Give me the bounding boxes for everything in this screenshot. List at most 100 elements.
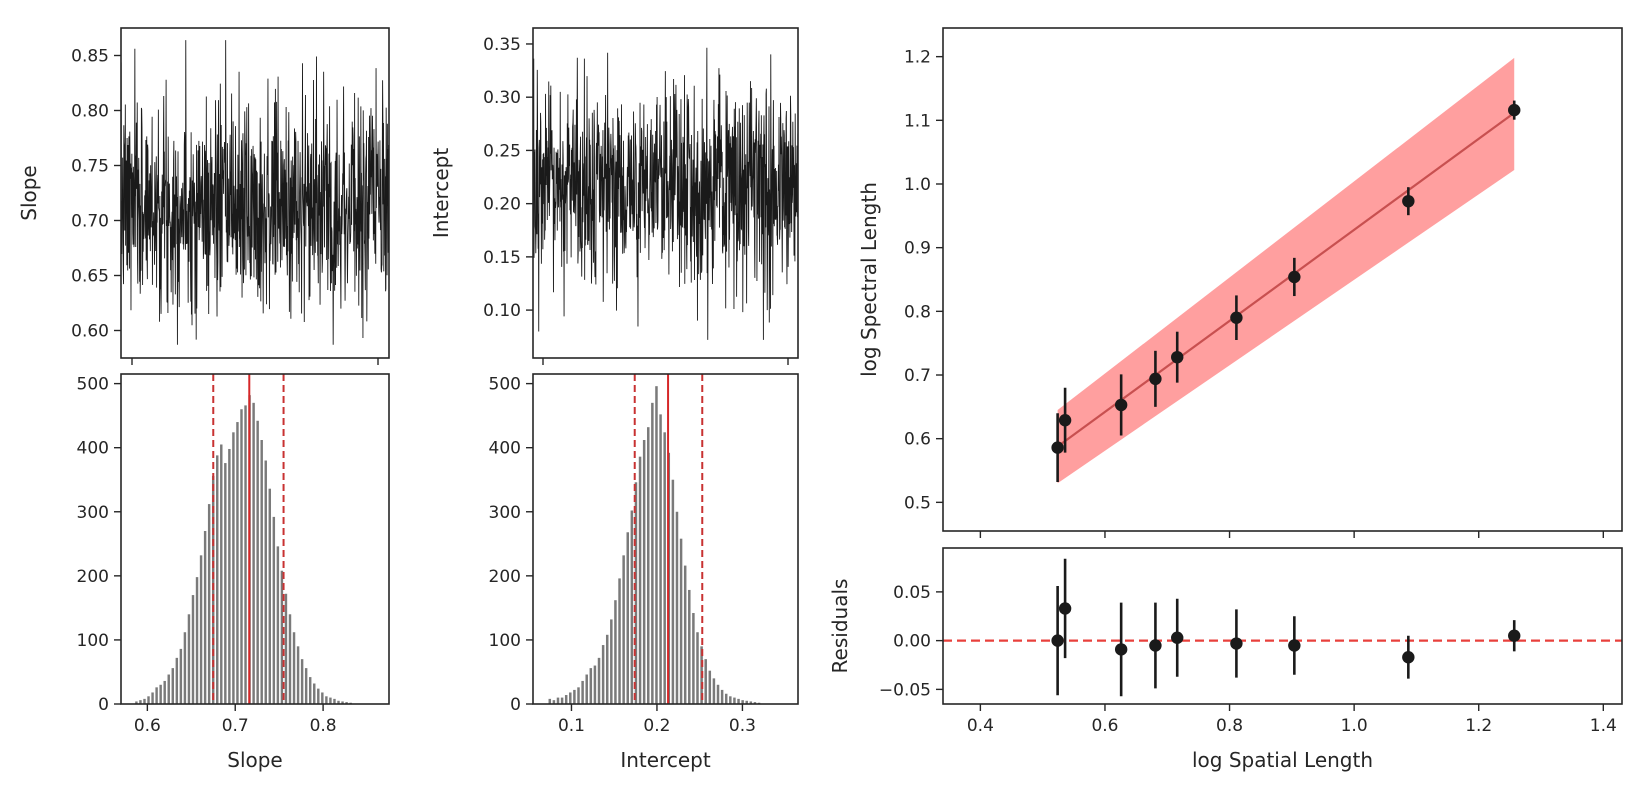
- intercept-hist-ytick-label: 0: [510, 695, 521, 715]
- intercept-trace-ytick-label: 0.35: [483, 35, 521, 55]
- slope-hist-bar: [260, 440, 263, 704]
- fit-panel-ytick-label: 1.1: [904, 111, 931, 131]
- residual-panel-point: [1058, 602, 1072, 615]
- intercept-hist-bar: [569, 692, 572, 704]
- intercept-hist-bar: [630, 510, 634, 704]
- intercept-hist-ytick-label: 100: [489, 631, 521, 651]
- fit-panel-point: [1051, 441, 1064, 454]
- residual-panel-ytick-label: −0.05: [879, 680, 931, 700]
- slope-hist-bar: [187, 614, 191, 704]
- residual-panel-point: [1051, 634, 1064, 647]
- slope-hist-bar: [321, 692, 324, 704]
- intercept-hist-bar: [548, 698, 552, 704]
- intercept-hist-bar: [745, 700, 748, 704]
- slope-hist-bar: [179, 648, 183, 704]
- intercept-hist-bar: [601, 645, 605, 704]
- slope-trace-ytick-label: 0.85: [71, 47, 109, 67]
- fit-panel-point: [1058, 414, 1072, 427]
- intercept-hist-bar: [605, 634, 609, 704]
- slope-hist-xtick-label: 0.8: [310, 716, 337, 736]
- intercept-hist-bar: [593, 665, 597, 704]
- intercept-hist-bar: [659, 414, 662, 704]
- intercept-hist-bar: [614, 600, 617, 704]
- fit-panel: 0.5 0.6 0.7 0.8 0.9 1.0 1.1 1.2 log Spectral Len…: [857, 27, 1623, 538]
- fit-panel-point: [1149, 372, 1162, 386]
- residual-panel-point: [1114, 643, 1128, 656]
- slope-hist-bar: [252, 402, 255, 704]
- intercept-trace-series-line: [533, 47, 798, 340]
- fit-panel-ylabel: log Spectral Length: [857, 182, 881, 377]
- intercept-hist-bar: [638, 456, 642, 704]
- fit-panel-point: [1288, 270, 1301, 284]
- intercept-hist-bar: [708, 670, 712, 704]
- slope-hist-bar: [220, 444, 223, 704]
- slope-hist-bar: [317, 688, 320, 704]
- intercept-hist-bar: [716, 684, 720, 704]
- intercept-hist-plot-area: [548, 374, 761, 704]
- intercept-hist-bar: [585, 674, 588, 704]
- slope-hist-xtick-label: 0.6: [134, 716, 161, 736]
- slope-hist-bar: [325, 696, 328, 704]
- fit-panel-ytick-label: 0.8: [904, 302, 931, 322]
- slope-hist-bar: [272, 516, 276, 704]
- slope-hist-bar: [167, 674, 170, 704]
- intercept-trace-ytick-label: 0.10: [483, 301, 521, 321]
- slope-hist-ytick-label: 400: [77, 439, 109, 459]
- residual-panel-point: [1288, 639, 1301, 652]
- residual-panel-xtick-label: 0.8: [1216, 716, 1243, 736]
- slope-hist-bar: [345, 702, 348, 704]
- slope-hist-bar: [333, 698, 336, 704]
- intercept-hist-bar: [597, 657, 601, 704]
- residual-panel: −0.05 0.00 0.05 0.4 0.6 0.8 1.0 1.2 1.4 Residuals…: [828, 547, 1623, 772]
- slope-hist-ytick-label: 200: [77, 567, 109, 587]
- slope-trace-ytick-label: 0.70: [71, 212, 109, 232]
- slope-hist-bar: [224, 463, 227, 704]
- residual-panel-xlabel: log Spatial Length: [1192, 748, 1373, 772]
- intercept-hist-bar: [712, 678, 716, 704]
- slope-trace-ytick-label: 0.60: [71, 322, 109, 342]
- intercept-hist-bar: [626, 532, 629, 704]
- intercept-hist-bar: [753, 702, 757, 704]
- residual-panel-point: [1402, 651, 1415, 664]
- residual-panel-ytick-label: 0.05: [893, 583, 931, 603]
- slope-hist-bar: [216, 455, 219, 704]
- slope-hist-bar: [240, 409, 243, 704]
- slope-trace-ytick-label: 0.65: [71, 267, 109, 287]
- intercept-hist-bar: [741, 700, 744, 704]
- slope-hist-xlabel: Slope: [227, 748, 283, 772]
- intercept-hist-bar: [675, 511, 679, 704]
- slope-hist-bar: [191, 595, 195, 704]
- slope-trace-plot-area: [121, 40, 389, 345]
- slope-hist-bar: [163, 680, 166, 704]
- intercept-trace: 0.10 0.15 0.20 0.25 0.30 0.35 Intercept: [429, 27, 799, 365]
- fit-panel-frame: [942, 27, 1623, 532]
- fit-panel-ytick-label: 1.0: [904, 175, 931, 195]
- intercept-hist-bar: [651, 402, 654, 704]
- slope-hist-bar: [199, 555, 203, 704]
- intercept-hist-bar: [749, 701, 753, 704]
- slope-hist-bar: [337, 700, 340, 704]
- intercept-trace-ylabel: Intercept: [429, 148, 453, 239]
- intercept-hist-bar: [737, 698, 740, 704]
- slope-hist-bar: [139, 700, 142, 704]
- intercept-trace-ytick-label: 0.15: [483, 248, 521, 268]
- slope-hist-bar: [147, 696, 150, 704]
- fit-panel-ytick-label: 0.7: [904, 366, 931, 386]
- fit-panel-point: [1402, 194, 1415, 208]
- intercept-trace-ytick-label: 0.20: [483, 195, 521, 215]
- intercept-hist-xlabel: Intercept: [620, 748, 711, 772]
- slope-hist-bar: [135, 701, 138, 704]
- intercept-trace-ytick-label: 0.25: [483, 141, 521, 161]
- intercept-hist-bar: [581, 680, 584, 704]
- intercept-hist-frame: [532, 373, 799, 705]
- intercept-hist-ytick-label: 400: [489, 439, 521, 459]
- slope-hist-bar: [296, 646, 300, 704]
- slope-hist-bar: [232, 432, 235, 704]
- intercept-hist-xtick-label: 0.2: [643, 716, 670, 736]
- intercept-hist-bar: [724, 693, 728, 704]
- fit-panel-point: [1114, 398, 1128, 412]
- fit-panel-ytick-label: 1.2: [904, 48, 931, 68]
- intercept-hist-bar: [560, 697, 564, 704]
- residual-panel-ytick-label: 0.00: [893, 632, 931, 652]
